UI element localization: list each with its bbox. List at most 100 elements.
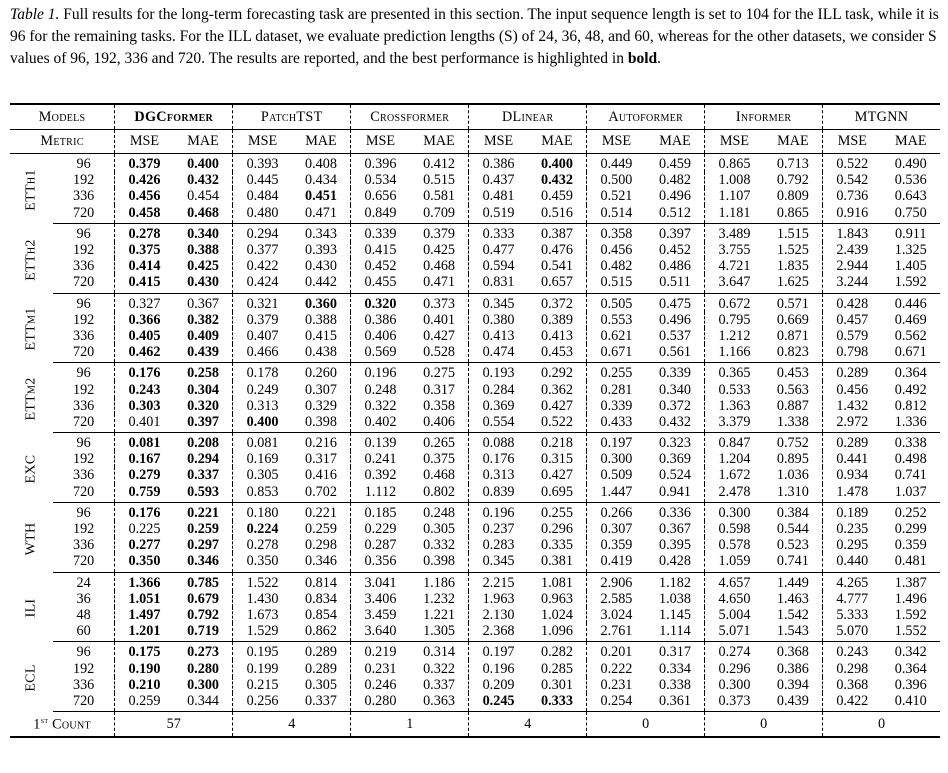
- mae-value: 0.459: [541, 188, 573, 205]
- mse-value: 0.176: [114, 362, 174, 382]
- table-row: ILI 24 1.366 0.785 1.522 0.814 3.041 1.186 2.215…: [10, 572, 940, 618]
- mse-value: 0.231: [586, 676, 646, 693]
- mae-value: 0.432: [187, 172, 219, 189]
- mse-value: 0.359: [586, 537, 646, 554]
- mse-value: 0.449: [586, 153, 646, 173]
- mae-value: 0.323: [659, 435, 691, 452]
- table-row: 48 1.497 0.792 1.673 0.854 3.459 1.221 2.130 1.0…: [10, 606, 940, 624]
- mae-value: 1.145: [659, 606, 691, 623]
- mae-value: 0.439: [173, 344, 233, 364]
- mse-value: 0.185: [350, 502, 410, 521]
- first-count-value: 1: [350, 711, 469, 738]
- mse-value: 0.428: [822, 293, 882, 312]
- mae-value: 0.393: [305, 242, 337, 259]
- mae-value: 0.468: [423, 467, 455, 484]
- mae-value: 1.592: [881, 274, 940, 294]
- mse-value: 0.175: [114, 641, 174, 661]
- mse-value: 0.392: [350, 467, 410, 484]
- mae-value: 0.432: [541, 172, 573, 189]
- mae-value: 0.362: [541, 381, 573, 398]
- mae-value: 0.317: [659, 644, 691, 661]
- mse-value: 0.433: [586, 413, 646, 433]
- mae-value: 0.425: [187, 258, 219, 275]
- mae-value: 0.300: [187, 676, 219, 693]
- mae-value: 1.186: [423, 574, 455, 591]
- mae-value: 0.208: [187, 435, 219, 452]
- mse-value: 0.321: [232, 293, 292, 312]
- mae-value: 0.581: [423, 188, 455, 205]
- mse-value: 0.671: [586, 344, 646, 364]
- mae-value: 1.338: [763, 413, 823, 433]
- mae-value: 1.114: [645, 623, 705, 643]
- mse-value: 0.368: [822, 676, 882, 693]
- mse-value: 2.368: [468, 623, 528, 643]
- mse-value: 0.189: [822, 502, 882, 521]
- prediction-length: 720: [53, 344, 115, 364]
- mae-value: 0.216: [305, 435, 337, 452]
- mae-value: 1.835: [776, 258, 809, 275]
- mse-value: 0.393: [232, 153, 292, 173]
- metric-mse: MSE: [822, 129, 882, 154]
- mse-value: 0.481: [468, 188, 528, 205]
- mae-value: 0.713: [776, 156, 809, 173]
- caption-end: .: [657, 50, 662, 67]
- mae-value: 0.563: [776, 381, 809, 398]
- table-row: 336 0.279 0.337 0.305 0.416 0.392 0.468 0.313 0.…: [10, 467, 940, 484]
- mse-value: 2.585: [586, 590, 646, 607]
- mse-value: 0.452: [350, 258, 410, 275]
- mae-value: 0.695: [527, 483, 587, 503]
- mse-value: 0.853: [232, 483, 292, 503]
- prediction-length: 96: [76, 156, 91, 173]
- mse-value: 0.554: [468, 413, 528, 433]
- mse-value: 3.489: [704, 223, 764, 242]
- mse-value: 0.916: [822, 204, 882, 224]
- metric-mse: MSE: [350, 129, 410, 154]
- prediction-length: 96: [76, 435, 91, 452]
- dataset-name: ETTh2: [23, 238, 39, 281]
- mae-value: 0.359: [894, 537, 927, 554]
- mse-value: 3.379: [704, 413, 764, 433]
- prediction-length: 336: [72, 397, 95, 414]
- metric-mse: MSE: [114, 129, 174, 154]
- mae-value: 0.396: [894, 676, 927, 693]
- mae-value: 0.571: [776, 295, 809, 312]
- mae-value: 0.453: [776, 365, 809, 382]
- mse-value: 0.849: [350, 204, 410, 224]
- table-row: WTH 96 0.176 0.221 0.180 0.221 0.185 0.248 0.196…: [10, 502, 940, 555]
- mae-value: 0.265: [423, 435, 455, 452]
- mse-value: 0.426: [114, 172, 174, 189]
- mse-value: 0.798: [822, 344, 882, 364]
- mse-value: 0.237: [468, 520, 528, 538]
- dataset-label: ILI: [10, 572, 53, 642]
- metric-mae: MAE: [527, 129, 587, 154]
- mae-value: 0.388: [305, 311, 337, 328]
- first-count-value: 0: [704, 711, 823, 738]
- mae-value: 0.409: [187, 327, 219, 344]
- mse-value: 2.130: [468, 606, 528, 624]
- mse-value: 0.248: [350, 381, 410, 398]
- results-table: Models DGCformer PatchTST Crossformer DL…: [10, 103, 940, 738]
- metric-label: Metric: [10, 129, 115, 154]
- mae-value: 0.280: [187, 660, 219, 677]
- mae-value: 1.310: [763, 483, 823, 503]
- mse-value: 0.514: [586, 204, 646, 224]
- mse-value: 0.522: [822, 153, 882, 173]
- mae-value: 1.525: [776, 242, 809, 259]
- mse-value: 0.386: [350, 311, 410, 328]
- mae-value: 0.432: [645, 413, 705, 433]
- mse-value: 0.229: [350, 520, 410, 538]
- table-row: 336 0.303 0.320 0.313 0.329 0.322 0.358 0.369 0.…: [10, 397, 940, 414]
- mae-value: 0.397: [659, 225, 691, 242]
- mse-value: 3.041: [350, 572, 410, 591]
- dataset-label: ETTh2: [10, 223, 53, 293]
- mse-value: 0.672: [704, 293, 764, 312]
- mae-value: 0.317: [305, 451, 337, 468]
- mae-value: 0.741: [763, 553, 823, 573]
- mae-value: 0.275: [423, 365, 455, 382]
- mse-value: 0.505: [586, 293, 646, 312]
- mse-value: 0.379: [232, 311, 292, 328]
- mae-value: 1.387: [894, 574, 927, 591]
- mse-value: 1.430: [232, 590, 292, 607]
- mse-value: 5.071: [704, 623, 764, 643]
- mse-value: 1.166: [704, 344, 764, 364]
